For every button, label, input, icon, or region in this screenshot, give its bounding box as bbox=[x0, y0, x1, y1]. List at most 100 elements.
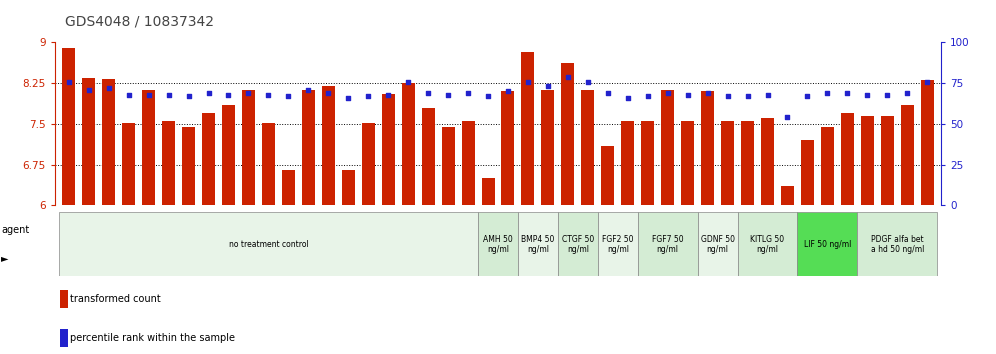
Bar bbox=[562, 63, 575, 205]
Point bbox=[659, 90, 675, 96]
Bar bbox=[59, 212, 478, 276]
Bar bbox=[900, 105, 913, 205]
Bar bbox=[880, 116, 893, 205]
Point bbox=[480, 93, 496, 99]
Point bbox=[639, 93, 655, 99]
Bar bbox=[761, 119, 774, 205]
Bar bbox=[282, 170, 295, 205]
Bar bbox=[202, 113, 215, 205]
Point bbox=[61, 79, 77, 84]
Bar bbox=[162, 121, 175, 205]
Bar bbox=[502, 91, 515, 205]
Point bbox=[460, 90, 476, 96]
Point bbox=[220, 92, 236, 97]
Text: BMP4 50
ng/ml: BMP4 50 ng/ml bbox=[521, 235, 555, 254]
Bar bbox=[103, 79, 116, 205]
Point bbox=[740, 93, 756, 99]
Bar bbox=[441, 127, 454, 205]
Bar bbox=[701, 91, 714, 205]
Bar bbox=[920, 80, 933, 205]
Bar bbox=[738, 212, 798, 276]
Text: KITLG 50
ng/ml: KITLG 50 ng/ml bbox=[750, 235, 785, 254]
Point bbox=[840, 90, 856, 96]
Bar bbox=[381, 94, 394, 205]
Bar bbox=[461, 121, 474, 205]
Point bbox=[140, 92, 156, 97]
Bar bbox=[142, 90, 155, 205]
Bar bbox=[798, 212, 858, 276]
Text: FGF7 50
ng/ml: FGF7 50 ng/ml bbox=[652, 235, 683, 254]
Bar bbox=[222, 105, 235, 205]
Text: percentile rank within the sample: percentile rank within the sample bbox=[70, 333, 235, 343]
Bar bbox=[637, 212, 697, 276]
Bar bbox=[242, 90, 255, 205]
Bar bbox=[481, 178, 494, 205]
Bar bbox=[681, 121, 694, 205]
Bar bbox=[322, 86, 335, 205]
Point bbox=[301, 87, 317, 92]
Point bbox=[560, 74, 576, 80]
Bar bbox=[518, 212, 558, 276]
Bar bbox=[721, 121, 734, 205]
Text: LIF 50 ng/ml: LIF 50 ng/ml bbox=[804, 240, 852, 249]
Point bbox=[400, 79, 416, 84]
Point bbox=[820, 90, 836, 96]
Text: PDGF alfa bet
a hd 50 ng/ml: PDGF alfa bet a hd 50 ng/ml bbox=[871, 235, 924, 254]
Point bbox=[81, 87, 97, 92]
Bar bbox=[83, 78, 96, 205]
Bar bbox=[522, 52, 535, 205]
Text: GDNF 50
ng/ml: GDNF 50 ng/ml bbox=[700, 235, 735, 254]
Bar bbox=[182, 127, 195, 205]
Point bbox=[260, 92, 276, 97]
Bar bbox=[622, 121, 634, 205]
Bar bbox=[542, 90, 555, 205]
Text: ►: ► bbox=[1, 253, 9, 263]
Point bbox=[160, 92, 176, 97]
Bar bbox=[123, 123, 135, 205]
Bar bbox=[598, 212, 637, 276]
Text: FGF2 50
ng/ml: FGF2 50 ng/ml bbox=[602, 235, 633, 254]
Point bbox=[180, 93, 196, 99]
Point bbox=[321, 90, 337, 96]
Point bbox=[420, 90, 436, 96]
Bar bbox=[478, 212, 518, 276]
Bar bbox=[858, 212, 937, 276]
Bar bbox=[582, 90, 595, 205]
Bar bbox=[421, 108, 434, 205]
Point bbox=[860, 92, 875, 97]
Bar bbox=[741, 121, 754, 205]
Bar bbox=[661, 90, 674, 205]
Text: agent: agent bbox=[1, 225, 29, 235]
Text: CTGF 50
ng/ml: CTGF 50 ng/ml bbox=[562, 235, 594, 254]
Bar bbox=[602, 145, 615, 205]
Bar bbox=[558, 212, 598, 276]
Bar bbox=[861, 116, 873, 205]
Point bbox=[281, 93, 297, 99]
Point bbox=[341, 95, 357, 101]
Bar bbox=[262, 123, 275, 205]
Point bbox=[361, 93, 376, 99]
Point bbox=[760, 92, 776, 97]
Point bbox=[500, 88, 516, 94]
Point bbox=[600, 90, 616, 96]
Bar bbox=[302, 90, 315, 205]
Point bbox=[699, 90, 715, 96]
Bar bbox=[697, 212, 738, 276]
Text: transformed count: transformed count bbox=[70, 294, 160, 304]
Bar bbox=[801, 140, 814, 205]
Point bbox=[679, 92, 695, 97]
Bar bbox=[63, 48, 76, 205]
Point bbox=[240, 90, 256, 96]
Bar bbox=[401, 83, 414, 205]
Point bbox=[620, 95, 635, 101]
Point bbox=[440, 92, 456, 97]
Point bbox=[580, 79, 596, 84]
Point bbox=[780, 115, 796, 120]
Point bbox=[540, 84, 556, 89]
Bar bbox=[342, 170, 355, 205]
Bar bbox=[362, 123, 374, 205]
Point bbox=[899, 90, 915, 96]
Text: no treatment control: no treatment control bbox=[228, 240, 309, 249]
Bar bbox=[841, 113, 854, 205]
Point bbox=[380, 92, 396, 97]
